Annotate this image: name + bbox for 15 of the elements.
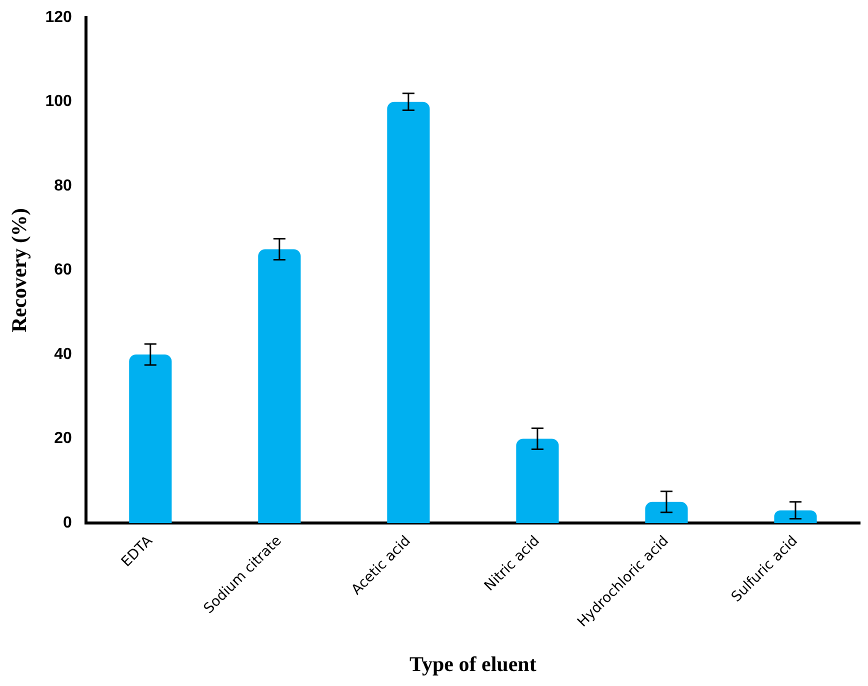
bar — [258, 249, 301, 523]
bar — [774, 510, 817, 523]
y-tick-label: 60 — [54, 262, 72, 279]
y-tick-label: 0 — [62, 514, 72, 532]
y-axis-title: Recovery (%) — [7, 208, 32, 332]
y-tick-label: 120 — [45, 9, 72, 26]
bar — [387, 102, 430, 523]
bar — [645, 502, 688, 523]
y-tick-label: 100 — [45, 93, 72, 110]
bar — [129, 354, 172, 523]
y-tick-label: 80 — [54, 177, 72, 194]
y-tick-label: 20 — [54, 430, 72, 448]
bar — [516, 438, 559, 523]
x-axis-title: Type of eluent — [410, 652, 536, 676]
y-tick-label: 40 — [54, 346, 72, 363]
